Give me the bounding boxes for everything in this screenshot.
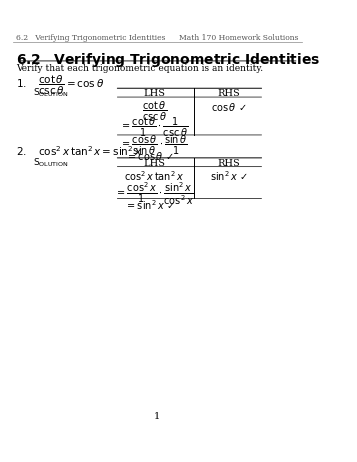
Text: 6.2   Verifying Trigonometric Identities: 6.2 Verifying Trigonometric Identities (16, 34, 165, 42)
Text: $\cos^2 x\,\tan^2 x$: $\cos^2 x\,\tan^2 x$ (124, 169, 184, 183)
Text: RHS: RHS (218, 89, 241, 98)
Text: 1: 1 (154, 413, 160, 421)
Text: LHS: LHS (143, 159, 165, 168)
Text: LHS: LHS (143, 89, 165, 98)
Text: $2.\quad\cos^2 x\,\tan^2 x=\sin^2 x$: $2.\quad\cos^2 x\,\tan^2 x=\sin^2 x$ (16, 144, 142, 158)
Text: Math 170 Homework Solutions: Math 170 Homework Solutions (179, 34, 299, 42)
Text: $\mathrm{S}_{\mathrm{OLUTION}}$: $\mathrm{S}_{\mathrm{OLUTION}}$ (34, 156, 69, 169)
Text: $=\dfrac{\cot\theta}{1}\cdot\dfrac{1}{\csc\theta}$: $=\dfrac{\cot\theta}{1}\cdot\dfrac{1}{\c… (120, 116, 188, 140)
Text: $=\cos\theta\ \checkmark$: $=\cos\theta\ \checkmark$ (126, 150, 174, 162)
Text: RHS: RHS (218, 159, 241, 168)
Text: $\cos\theta\ \checkmark$: $\cos\theta\ \checkmark$ (211, 102, 247, 114)
Text: $\mathbf{6.2\quad Verifying\ Trigonometric\ Identities}$: $\mathbf{6.2\quad Verifying\ Trigonometr… (16, 51, 320, 69)
Text: $\sin^2 x\ \checkmark$: $\sin^2 x\ \checkmark$ (210, 169, 248, 183)
Text: $\dfrac{\cot\theta}{\csc\theta}$: $\dfrac{\cot\theta}{\csc\theta}$ (141, 100, 167, 123)
Text: $1.\quad\dfrac{\cot\theta}{\csc\theta}=\cos\theta$: $1.\quad\dfrac{\cot\theta}{\csc\theta}=\… (16, 73, 104, 97)
Text: $=\dfrac{\cos\theta}{\sin\theta}\cdot\dfrac{\sin\theta}{1}$: $=\dfrac{\cos\theta}{\sin\theta}\cdot\df… (120, 134, 188, 157)
Text: Verify that each trigonometric equation is an identity.: Verify that each trigonometric equation … (16, 64, 263, 73)
Text: $=\dfrac{\cos^2 x}{1}\cdot\dfrac{\sin^2 x}{\cos^2 x}$: $=\dfrac{\cos^2 x}{1}\cdot\dfrac{\sin^2 … (115, 181, 194, 207)
Text: $\mathrm{S}_{\mathrm{OLUTION}}$: $\mathrm{S}_{\mathrm{OLUTION}}$ (34, 86, 69, 99)
Text: $=\sin^2 x\ \checkmark$: $=\sin^2 x\ \checkmark$ (125, 198, 175, 212)
